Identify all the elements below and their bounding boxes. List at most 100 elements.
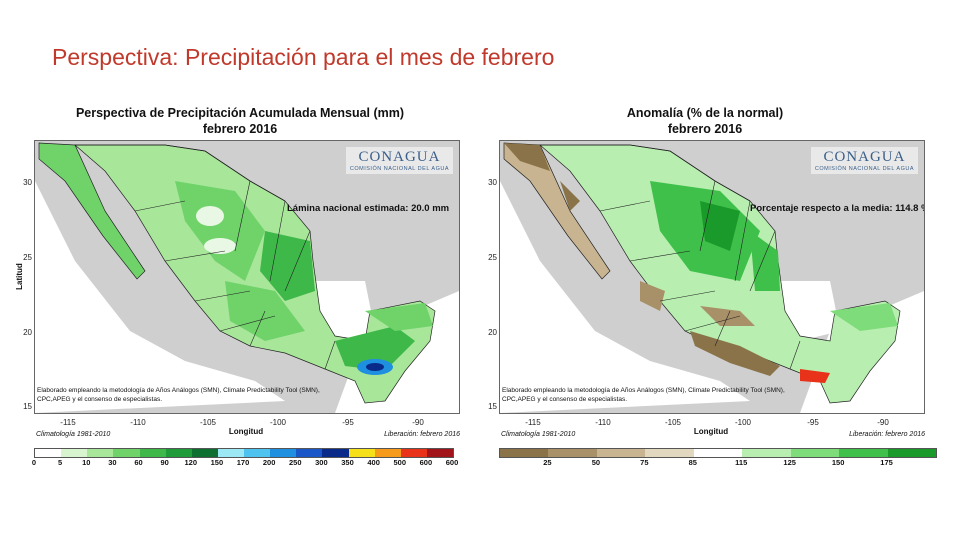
legend-label: 90 [160,458,169,467]
legend-swatch [596,449,646,457]
anomaly-map-panel: Anomalía (% de la normal) febrero 2016 3… [485,100,937,470]
latitude-tick: 25 [488,253,497,262]
legend-swatch [87,449,114,457]
latitude-tick: 30 [23,178,32,187]
map-subtitle: febrero 2016 [202,122,278,136]
latitude-tick: 20 [488,328,497,337]
longitude-tick: -95 [807,418,819,427]
anomaly-legend [499,448,937,458]
legend-label: 600 [445,458,459,467]
longitude-tick: -95 [342,418,354,427]
release-note: Liberación: febrero 2016 [849,431,925,438]
slide-title: Perspectiva: Precipitación para el mes d… [52,44,555,70]
legend-swatch [322,449,349,457]
legend-label: 85 [688,458,697,467]
release-note: Liberación: febrero 2016 [384,431,460,438]
logo-word: CONAGUA [823,149,906,165]
legend-label: 30 [108,458,117,467]
climatology-note: Climatología 1981-2010 [501,431,576,438]
legend-swatch [887,449,936,457]
legend-label: 25 [543,458,552,467]
longitude-tick: -110 [595,418,611,427]
latitude-tick: 30 [488,178,497,187]
legend-label: 120 [184,458,198,467]
legend-swatch [244,449,271,457]
longitude-axis-label: Longitud [693,427,729,436]
legend-label: 0 [31,458,37,467]
legend-swatch [35,449,62,457]
legend-swatch [839,449,888,457]
credit-text: Elaborado empleando la metodología de Añ… [502,387,785,394]
longitude-tick: -105 [199,418,217,427]
anomaly-map: CONAGUA COMISIÓN NACIONAL DEL AGUA Porce… [499,140,925,414]
latitude-tick: 20 [23,328,32,337]
legend-swatch [548,449,597,457]
legend-label: 250 [288,458,302,467]
anomaly-legend-labels: 25 50 75 85 115 125 150 175 [499,458,935,468]
legend-label: 400 [367,458,380,467]
legend-label: 60 [134,458,143,467]
legend-label: 175 [880,458,893,467]
precipitation-map: CONAGUA COMISIÓN NACIONAL DEL AGUA Lámin… [34,140,460,414]
logo-word: CONAGUA [358,149,441,165]
legend-swatch [61,449,88,457]
legend-label: 50 [591,458,601,467]
precipitation-legend-labels: 0 5 10 30 60 90 120 150 170 200 250 300 350 400 500 600… [31,458,458,468]
latitude-tick: 25 [23,253,32,262]
legend-label: 500 [393,458,407,467]
legend-swatch [217,449,244,457]
legend-swatch [645,449,694,457]
latitude-tick: 15 [23,402,32,411]
legend-swatch [191,449,218,457]
longitude-tick: -90 [412,418,424,427]
legend-label: 150 [831,458,845,467]
longitude-tick: -115 [60,418,76,427]
longitude-axis-label: Longitud [228,427,264,436]
longitude-tick: -115 [525,418,541,427]
legend-swatch [790,449,840,457]
longitude-tick: -100 [734,418,752,427]
legend-swatch [113,449,140,457]
legend-swatch [742,449,791,457]
latitude-tick: 15 [488,402,497,411]
legend-label: 10 [82,458,91,467]
legend-label: 170 [236,458,250,467]
legend-label: 5 [58,458,63,467]
legend-label: 600 [419,458,433,467]
legend-swatch [165,449,192,457]
legend-swatch [374,449,401,457]
legend-swatch [693,449,743,457]
legend-label: 150 [210,458,224,467]
conagua-logo: CONAGUA COMISIÓN NACIONAL DEL AGUA [810,147,918,174]
legend-swatch [296,449,323,457]
anomaly-percentage-text: Porcentaje respecto a la media: 114.8 % [750,203,925,214]
logo-subtitle: COMISIÓN NACIONAL DEL AGUA [349,166,449,172]
logo-subtitle: COMISIÓN NACIONAL DEL AGUA [814,166,914,172]
credit-text: CPC,APEG y el consenso de especialistas. [502,396,628,403]
latitude-axis-label: Latitud [14,263,24,290]
longitude-tick: -90 [877,418,889,427]
precipitation-legend [34,448,454,458]
national-estimate-text: Lámina nacional estimada: 20.0 mm [287,203,450,214]
legend-label: 200 [262,458,276,467]
longitude-tick: -110 [130,418,146,427]
climatology-note: Climatología 1981-2010 [36,431,111,438]
legend-label: 115 [735,458,748,467]
credit-text: Elaborado empleando la metodología de Añ… [37,387,320,394]
legend-swatch [348,449,375,457]
legend-label: 75 [640,458,649,467]
legend-label: 300 [315,458,328,467]
legend-label: 125 [783,458,796,467]
credit-text: CPC,APEG y el consenso de especialistas. [37,396,163,403]
precipitation-map-panel: Perspectiva de Precipitación Acumulada M… [15,100,460,470]
conagua-logo: CONAGUA COMISIÓN NACIONAL DEL AGUA [345,147,453,174]
legend-swatch [426,449,453,457]
legend-label: 350 [341,458,354,467]
map-title: Anomalía (% de la normal) [626,106,784,120]
legend-swatch [400,449,427,457]
map-title: Perspectiva de Precipitación Acumulada M… [75,106,405,120]
legend-swatch [500,449,549,457]
legend-swatch [139,449,166,457]
longitude-tick: -105 [664,418,682,427]
map-subtitle: febrero 2016 [667,122,743,136]
